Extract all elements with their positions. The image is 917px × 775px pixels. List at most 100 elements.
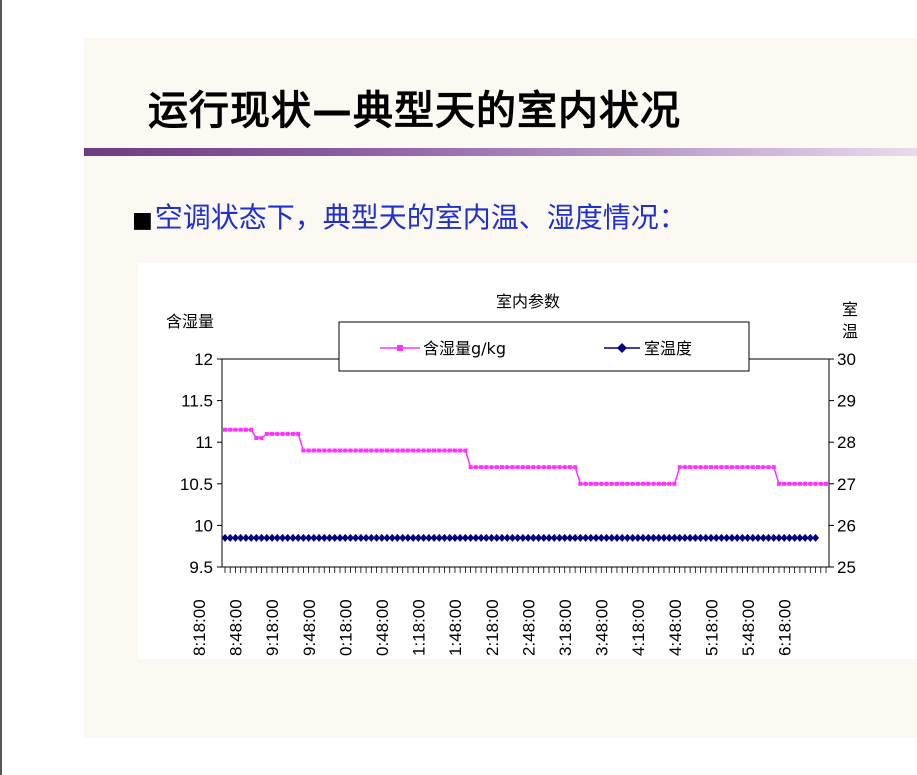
data-point [661, 481, 666, 486]
data-point [447, 448, 452, 453]
data-point [576, 533, 584, 542]
bullet-line: ■空调状态下，典型天的室内温、湿度情况： [132, 196, 687, 236]
x-tick-label: 4:48:00 [666, 599, 685, 656]
data-point [520, 465, 525, 470]
data-point [317, 448, 322, 453]
x-tick-label: 0:18:00 [336, 599, 355, 656]
data-point [440, 533, 448, 542]
data-point [411, 448, 416, 453]
data-point [691, 533, 699, 542]
y-tick-label-right: 28 [837, 433, 856, 452]
data-point [289, 533, 297, 542]
data-point [535, 533, 543, 542]
data-point [341, 533, 349, 542]
data-point [519, 533, 527, 542]
data-point [515, 465, 520, 470]
data-point [806, 533, 814, 542]
data-point [374, 448, 379, 453]
data-point [405, 448, 410, 453]
data-point [233, 427, 238, 432]
data-point [603, 533, 611, 542]
data-point [682, 465, 687, 470]
chart-container: 含湿量g/kg 室温度 室内参数 含湿量 室温 12 11.5 11 10.5 10 9.5 30 2… [138, 263, 917, 659]
y-tick-label-left: 10 [194, 516, 213, 535]
data-point [322, 448, 327, 453]
data-point [571, 533, 579, 542]
data-point [442, 448, 447, 453]
legend-label-temperature: 室温度 [644, 339, 692, 358]
data-point [623, 533, 631, 542]
data-point [644, 533, 652, 542]
data-point [348, 448, 353, 453]
data-point [625, 481, 630, 486]
data-point [463, 448, 468, 453]
x-tick-label: 1:48:00 [446, 599, 465, 656]
y-tick-label-left: 10.5 [180, 475, 213, 494]
data-point [552, 465, 557, 470]
data-point [390, 448, 395, 453]
y-tick-label-left: 11 [195, 433, 213, 452]
data-point [275, 431, 280, 436]
data-point [738, 533, 746, 542]
data-point [655, 533, 663, 542]
data-point [660, 533, 668, 542]
bullet-text: 空调状态下，典型天的室内温、湿度情况： [154, 201, 687, 234]
data-point [614, 481, 619, 486]
data-point [352, 533, 360, 542]
x-tick-label: 8:18:00 [190, 599, 209, 656]
data-point [557, 465, 562, 470]
data-point [561, 533, 569, 542]
y-tick-label-left: 12 [194, 350, 213, 369]
data-point [270, 431, 275, 436]
data-point [707, 533, 715, 542]
data-point [604, 481, 609, 486]
data-point [818, 481, 823, 486]
data-point [425, 533, 433, 542]
chart-title: 室内参数 [496, 292, 560, 311]
data-point [367, 533, 375, 542]
x-tick-label: 8:48:00 [227, 599, 246, 656]
y-tick-label-left: 11.5 [181, 392, 213, 411]
data-point [562, 465, 567, 470]
data-point [812, 533, 820, 542]
series-line [225, 428, 826, 485]
data-point [771, 465, 776, 470]
data-point [728, 533, 736, 542]
y-tick-label-right: 30 [837, 350, 856, 369]
data-point [404, 533, 412, 542]
data-point [594, 481, 599, 486]
data-point [332, 448, 337, 453]
data-point [306, 448, 311, 453]
data-point [477, 533, 485, 542]
data-point [346, 533, 354, 542]
data-point [503, 533, 511, 542]
data-point [567, 465, 572, 470]
x-tick-label: 3:18:00 [556, 599, 575, 656]
data-point [587, 533, 595, 542]
data-point [597, 533, 605, 542]
data-point [299, 533, 307, 542]
data-point [776, 481, 781, 486]
data-point [437, 448, 442, 453]
data-point [693, 465, 698, 470]
data-point [280, 431, 285, 436]
data-point [670, 533, 678, 542]
data-point [761, 465, 766, 470]
x-tick-label: 0:48:00 [373, 599, 392, 656]
data-point [609, 481, 614, 486]
data-point [237, 533, 245, 542]
data-point [226, 533, 234, 542]
data-point [369, 448, 374, 453]
data-point [529, 533, 537, 542]
data-point [508, 533, 516, 542]
x-tick-label: 4:18:00 [629, 599, 648, 656]
data-point [765, 533, 773, 542]
data-point [399, 533, 407, 542]
x-tick-label: 3:48:00 [593, 599, 612, 656]
data-point [514, 533, 522, 542]
data-point [641, 481, 646, 486]
data-point [754, 533, 762, 542]
data-point [712, 533, 720, 542]
data-point [446, 533, 454, 542]
data-point [667, 481, 672, 486]
